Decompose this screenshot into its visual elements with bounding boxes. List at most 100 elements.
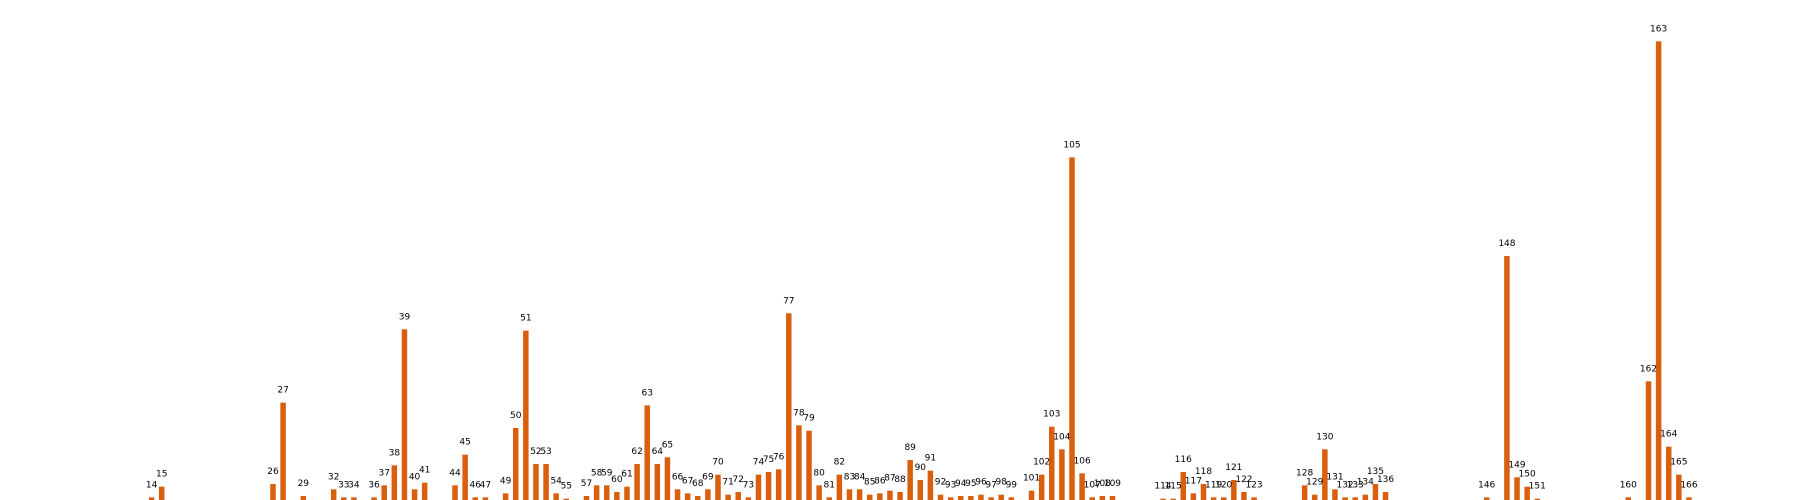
bar-label-26: 26 <box>267 467 279 477</box>
bar-label-123: 123 <box>1245 480 1262 490</box>
bar-136 <box>1382 492 1389 500</box>
bar-label-99: 99 <box>1006 480 1018 490</box>
bar-label-80: 80 <box>813 468 825 478</box>
bar-91 <box>927 470 934 500</box>
bar-76 <box>775 469 782 500</box>
bar-101 <box>1028 490 1035 500</box>
bar-label-107: 107 <box>1084 480 1101 490</box>
bar-label-36: 36 <box>368 480 380 490</box>
bar-label-86: 86 <box>874 476 886 486</box>
bar-label-52: 52 <box>530 447 541 457</box>
bar-74 <box>755 474 762 500</box>
bar-103 <box>1049 426 1055 500</box>
bar-label-135: 135 <box>1367 467 1384 477</box>
bar-117 <box>1190 493 1197 500</box>
bar-109 <box>1109 496 1116 500</box>
bar-118 <box>1200 484 1207 500</box>
bar-label-162: 162 <box>1640 364 1657 374</box>
bar-label-131: 131 <box>1326 472 1343 482</box>
bar-label-98: 98 <box>995 478 1007 488</box>
bar-115 <box>1170 498 1176 500</box>
bar-label-62: 62 <box>631 447 642 457</box>
bar-88 <box>897 492 903 500</box>
bar-label-103: 103 <box>1043 410 1060 420</box>
bar-60 <box>614 492 620 500</box>
bar-85 <box>866 494 873 500</box>
bar-44 <box>452 485 458 500</box>
bar-71 <box>725 494 731 500</box>
bar-61 <box>624 486 630 500</box>
bar-label-61: 61 <box>621 470 632 480</box>
bar-62 <box>634 464 640 500</box>
bar-99 <box>1008 497 1015 500</box>
bar-135 <box>1372 484 1379 500</box>
bar-label-66: 66 <box>672 472 684 482</box>
bar-label-95: 95 <box>965 479 976 489</box>
bar-120 <box>1220 497 1227 500</box>
bar-label-92: 92 <box>935 478 946 488</box>
bar-14 <box>148 497 155 500</box>
bar-label-160: 160 <box>1620 480 1637 490</box>
bar-label-164: 164 <box>1660 430 1677 440</box>
bar-114 <box>1160 498 1166 500</box>
bar-label-96: 96 <box>975 478 987 488</box>
bar-149 <box>1514 477 1520 500</box>
bar-label-72: 72 <box>733 475 744 485</box>
bar-label-85: 85 <box>864 478 875 488</box>
bar-label-37: 37 <box>379 468 390 478</box>
bar-label-75: 75 <box>763 455 774 465</box>
bar-34 <box>351 497 357 500</box>
bar-96 <box>978 494 984 500</box>
bar-72 <box>735 492 741 500</box>
bar-label-73: 73 <box>743 480 754 490</box>
bar-51 <box>523 330 529 500</box>
bar-80 <box>816 485 822 500</box>
bar-label-49: 49 <box>500 476 512 486</box>
bar-108 <box>1099 496 1106 500</box>
bar-label-109: 109 <box>1104 479 1121 489</box>
bar-label-114: 114 <box>1154 482 1171 492</box>
bar-label-133: 133 <box>1347 480 1364 490</box>
bar-label-108: 108 <box>1094 479 1111 489</box>
bar-73 <box>745 497 752 500</box>
bar-166 <box>1686 497 1692 500</box>
bar-label-77: 77 <box>783 296 794 306</box>
bar-label-115: 115 <box>1165 482 1182 492</box>
bar-67 <box>684 493 691 500</box>
bar-32 <box>330 489 337 500</box>
bar-label-57: 57 <box>581 479 592 489</box>
bar-105 <box>1069 157 1075 500</box>
bar-label-150: 150 <box>1519 470 1536 480</box>
bar-102 <box>1038 474 1045 500</box>
bar-65 <box>664 457 671 500</box>
bar-label-74: 74 <box>753 458 765 468</box>
bar-53 <box>543 464 549 500</box>
bar-label-120: 120 <box>1215 480 1232 490</box>
bar-27 <box>280 402 286 500</box>
bar-39 <box>401 329 408 500</box>
bar-label-118: 118 <box>1195 467 1212 477</box>
bar-label-102: 102 <box>1033 458 1050 468</box>
bar-45 <box>462 454 468 500</box>
bar-64 <box>654 464 661 500</box>
bar-70 <box>715 474 721 500</box>
bar-33 <box>341 497 347 500</box>
bar-63 <box>644 405 650 500</box>
bar-label-44: 44 <box>449 468 461 478</box>
bar-46 <box>472 497 479 500</box>
bar-label-63: 63 <box>641 388 652 398</box>
bar-87 <box>887 490 893 500</box>
bar-label-79: 79 <box>803 414 815 424</box>
bar-106 <box>1079 473 1085 500</box>
bar-160 <box>1625 497 1632 500</box>
bar-29 <box>300 496 307 500</box>
bar-label-76: 76 <box>773 452 785 462</box>
bar-162 <box>1645 381 1652 500</box>
bar-label-88: 88 <box>894 475 906 485</box>
bar-97 <box>988 497 994 500</box>
bar-93 <box>947 497 954 500</box>
bar-label-101: 101 <box>1023 474 1040 484</box>
bar-label-81: 81 <box>824 480 835 490</box>
bar-label-50: 50 <box>510 411 522 421</box>
bar-82 <box>836 474 843 500</box>
